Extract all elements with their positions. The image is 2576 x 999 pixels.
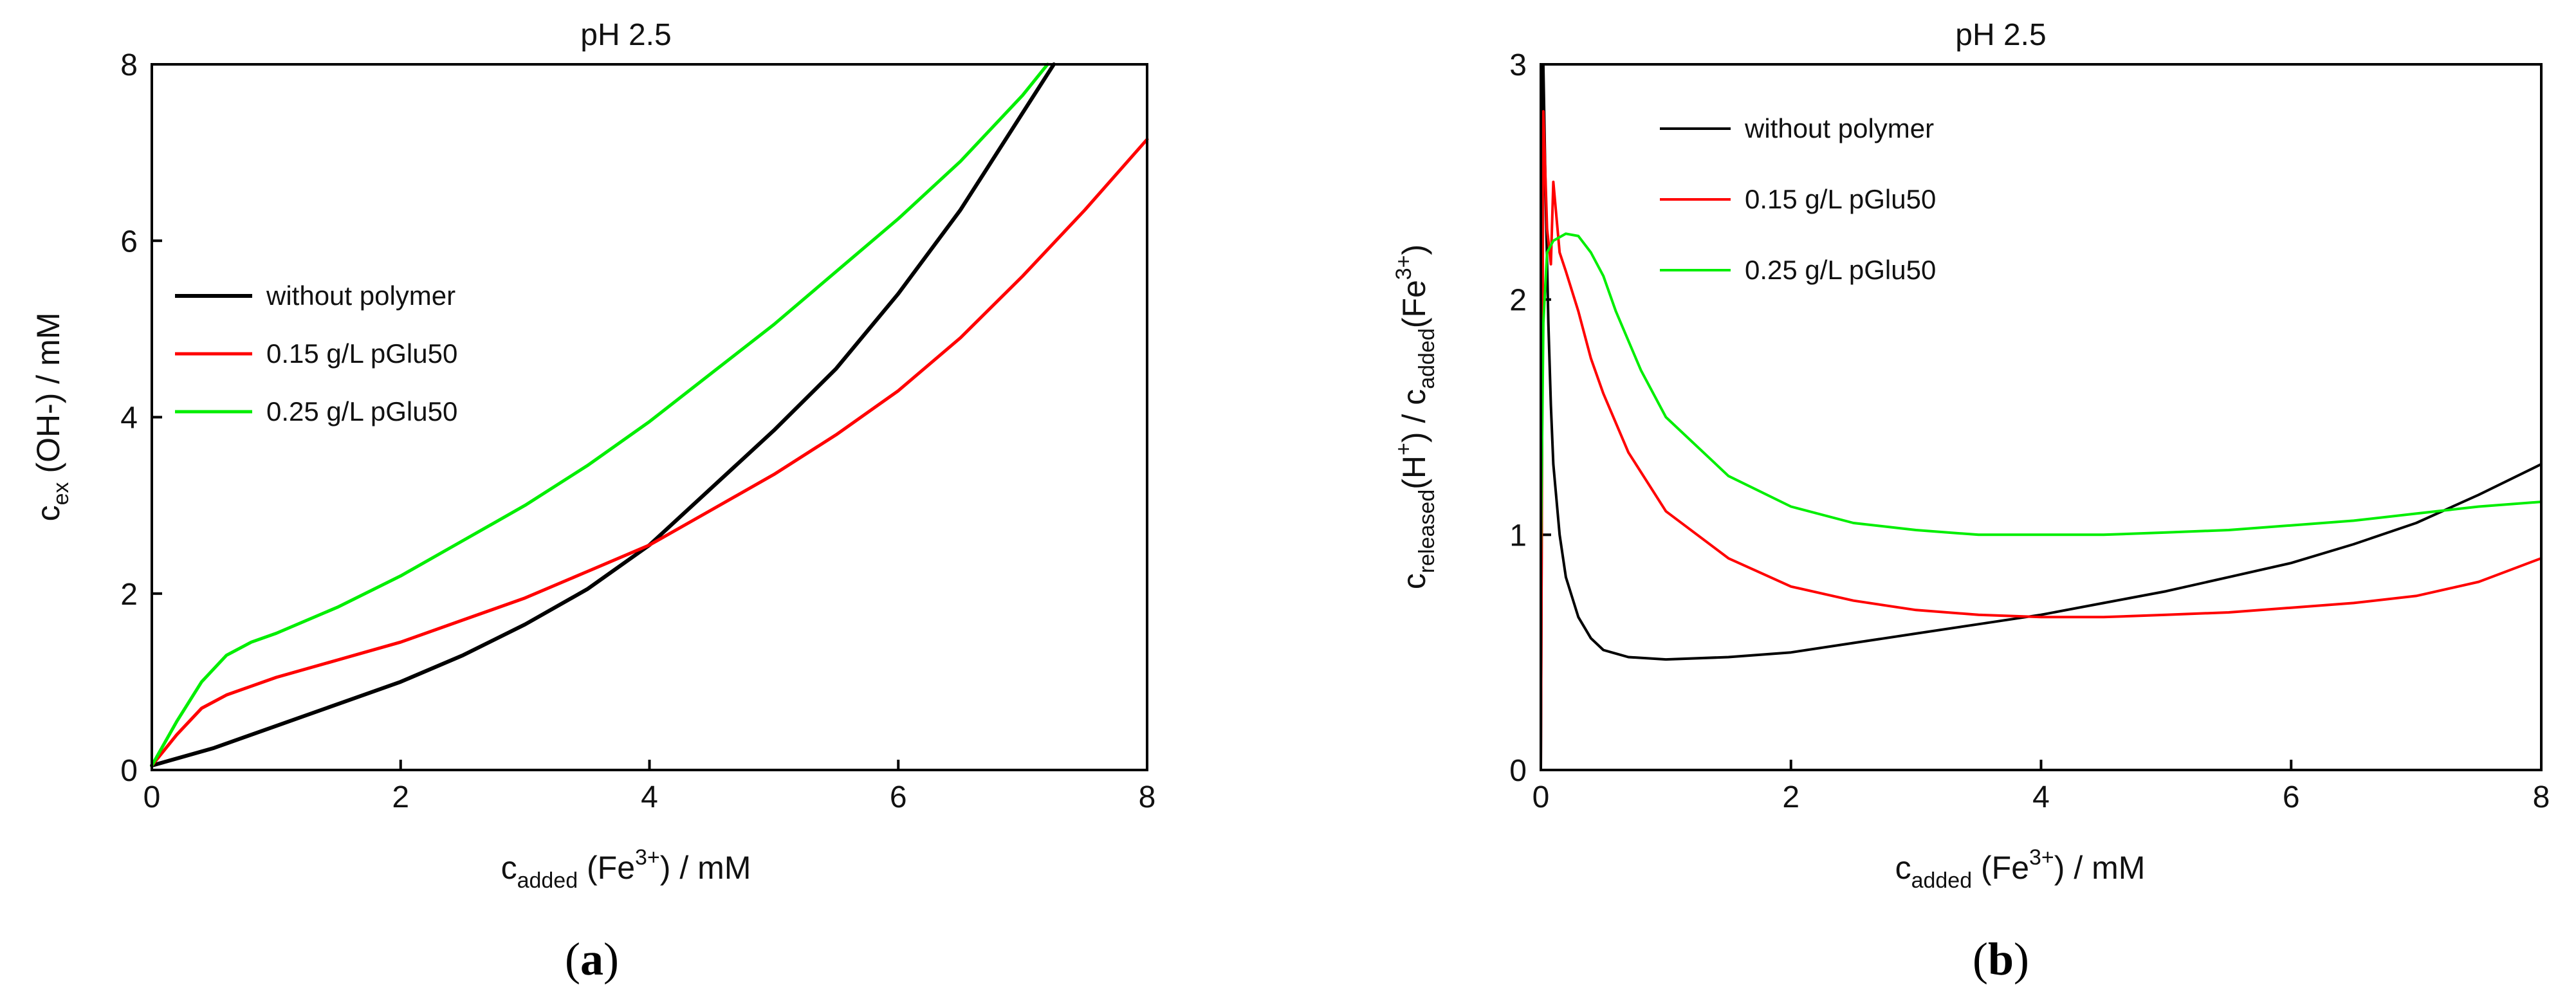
chart-a-legend: without polymer 0.15 g/L pGlu50 0.25 g/L p… [175,280,457,426]
x-tick-label: 0 [143,780,161,814]
x-tick-label: 8 [2533,780,2550,814]
legend-label-1: 0.15 g/L pGlu50 [1745,184,1936,214]
y-tick-label: 0 [1509,754,1527,788]
y-tick-label: 1 [1509,518,1527,553]
chart-a-y-label: cex (OH-) / mM [30,313,73,522]
chart-a-series [150,62,1149,768]
x-tick-label: 4 [2032,780,2050,814]
chart-b-series [1540,63,2543,771]
series-line-2 [150,62,1049,767]
chart-b-panel-label: (b) [1973,933,2029,985]
series-line-1 [1540,110,2543,771]
chart-panel-a: pH 2.5 0 2 4 6 8 0 2 4 6 8 without polymer 0.15 g/… [30,18,1155,985]
chart-a-x-label: cadded (Fe3+) / mM [501,845,751,893]
y-tick-label: 8 [120,48,138,82]
series-line-2 [1540,232,2543,560]
y-tick-label: 0 [120,754,138,788]
chart-b-title: pH 2.5 [1955,18,2046,52]
x-tick-label: 6 [890,780,907,814]
x-tick-label: 0 [1532,780,1550,814]
chart-b-legend: without polymer 0.15 g/L pGlu50 0.25 g/L p… [1660,113,1936,285]
x-tick-label: 2 [392,780,409,814]
chart-b-y-label: creleased(H+) / cadded(Fe3+) [1392,244,1439,589]
legend-label-0: without polymer [266,280,455,311]
series-line-0 [1540,63,2543,771]
chart-b-ticks: 0 2 4 6 8 0 1 2 3 [1509,48,2550,814]
y-tick-label: 2 [120,578,138,612]
chart-b-x-label: cadded (Fe3+) / mM [1895,845,2146,893]
series-line-0 [150,62,1056,768]
chart-a-ticks: 0 2 4 6 8 0 2 4 6 8 [120,48,1155,814]
chart-a-title: pH 2.5 [580,18,671,52]
x-tick-label: 6 [2283,780,2300,814]
legend-label-0: without polymer [1744,113,1934,143]
y-tick-label: 3 [1509,48,1527,82]
x-tick-label: 4 [641,780,658,814]
chart-b-plot-frame [1540,63,2543,771]
chart-a-plot-frame [151,63,1148,771]
chart-a-panel-label: (a) [565,933,619,985]
legend-label-1: 0.15 g/L pGlu50 [266,338,457,369]
x-tick-label: 2 [1782,780,1799,814]
x-tick-label: 8 [1139,780,1156,814]
y-tick-label: 6 [120,225,138,259]
chart-panel-b: pH 2.5 0 2 4 6 8 0 1 2 3 without polymer 0.15 g/L… [1392,18,2550,985]
legend-label-2: 0.25 g/L pGlu50 [266,396,457,426]
series-line-1 [150,138,1149,767]
y-tick-label: 4 [120,401,138,435]
y-tick-label: 2 [1509,284,1527,318]
legend-label-2: 0.25 g/L pGlu50 [1745,255,1936,285]
